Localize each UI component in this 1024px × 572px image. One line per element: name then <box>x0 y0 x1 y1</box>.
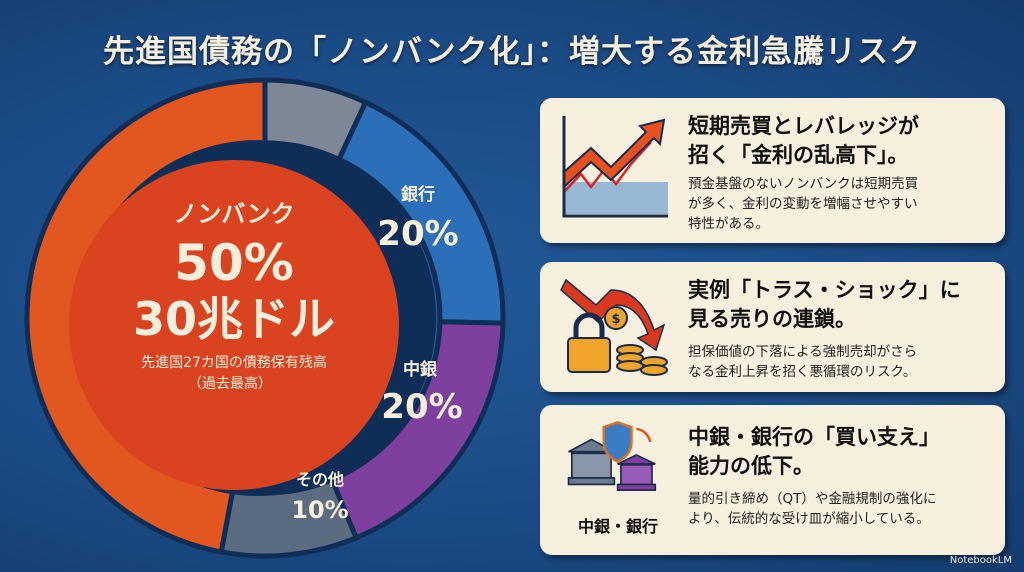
rising-chart-icon <box>562 116 668 218</box>
card-truss-shock: $ 実例「トラス・ショック」に 見る売りの連鎖。 担保価値の下落による強制売却がさ… <box>540 262 1005 392</box>
bank-name: 銀行 <box>401 184 435 205</box>
other-percent: 10% <box>291 496 348 524</box>
card-title: 実例「トラス・ショック」に 見る売りの連鎖。 <box>688 278 961 331</box>
card-buying-capacity: 中銀・銀行 中銀・銀行の「買い支え」 能力の低下。 量的引き締め（QT）や金融規制… <box>540 405 1005 555</box>
card-title: 中銀・銀行の「買い支え」 能力の低下。 <box>688 425 940 478</box>
card-leverage: 短期売買とレバレッジが 招く「金利の乱高下」。 預金基盤のないノンバンクは短期売買… <box>540 98 1005 243</box>
center-amount: 30兆ドル <box>133 292 335 346</box>
footer-brand: NotebookLM <box>949 555 1012 566</box>
bank-shield-icon <box>567 420 657 491</box>
page-title: 先進国債務の「ノンバンク化」：増大する金利急騰リスク <box>102 34 922 70</box>
central-bank-percent: 20% <box>381 387 462 427</box>
card-body: 預金基盤のないノンバンクは短期売買 が多く、金利の変動を増幅させやすい 特性がある。 <box>688 176 919 232</box>
card-body: 担保価値の下落による強制売却がさら なる金利上昇を招く悪循環のリスク。 <box>688 344 918 380</box>
center-percent: 50% <box>174 234 294 292</box>
central-bank-name: 中銀 <box>403 359 437 380</box>
donut-chart: ノンバンク 50% 30兆ドル 先進国27カ国の債務保有残高 （過去最高） 銀行… <box>24 77 506 559</box>
center-caption-2: （過去最高） <box>188 375 272 392</box>
center-caption: 先進国27カ国の債務保有残高 <box>141 354 327 371</box>
nonbank-disc-fill <box>69 160 399 490</box>
svg-text:$: $ <box>611 312 620 327</box>
bank-icon-label: 中銀・銀行 <box>577 517 658 536</box>
card-title: 短期売買とレバレッジが 招く「金利の乱高下」。 <box>688 114 919 167</box>
other-name: その他 <box>296 470 344 489</box>
bank-percent: 20% <box>377 214 458 254</box>
card-body: 量的引き締め（QT）や金融規制の強化に より、伝統的な受け皿が縮小している。 <box>688 491 937 527</box>
lock-coins-falling-arrow-icon: $ <box>560 278 668 376</box>
center-label: ノンバンク <box>173 200 294 228</box>
